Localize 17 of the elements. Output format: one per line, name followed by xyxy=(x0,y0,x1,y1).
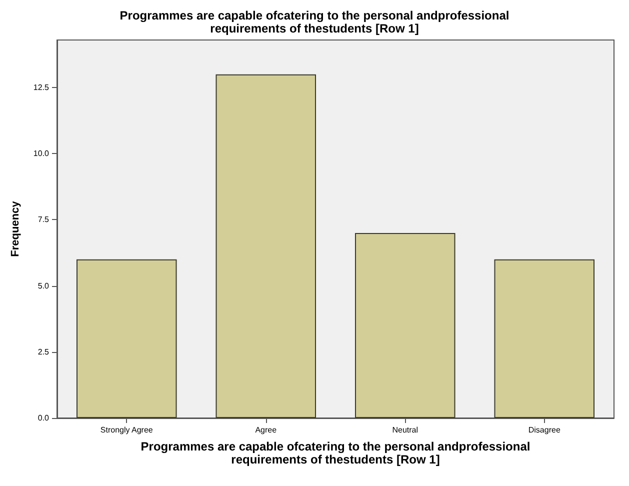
y-tick-label: 7.5 xyxy=(38,215,50,224)
y-tick-label: 0.0 xyxy=(38,414,50,422)
bar xyxy=(354,232,456,418)
y-tick-label: 12.5 xyxy=(33,83,50,92)
y-tick-label: 5.0 xyxy=(38,281,50,290)
x-tick-label: Disagree xyxy=(528,426,561,434)
x-axis-title: Programmes are capable ofcatering to the personal andprofessional requirements of thestudents [Row 1] xyxy=(140,440,530,466)
y-tick-label: 10.0 xyxy=(33,149,50,158)
bar xyxy=(216,74,316,418)
x-tick-label: Agree xyxy=(255,426,278,434)
bar xyxy=(494,259,595,418)
y-axis-title: Frequency xyxy=(10,200,22,257)
chart-title: Programmes are capable ofcatering to the personal andprofessional requirements of thestudents [Row 1] xyxy=(120,8,510,36)
x-tick-label: Neutral xyxy=(392,426,418,434)
bar xyxy=(76,259,177,418)
x-tick-label: Strongly Agree xyxy=(100,426,154,434)
y-tick-label: 2.5 xyxy=(38,347,50,356)
